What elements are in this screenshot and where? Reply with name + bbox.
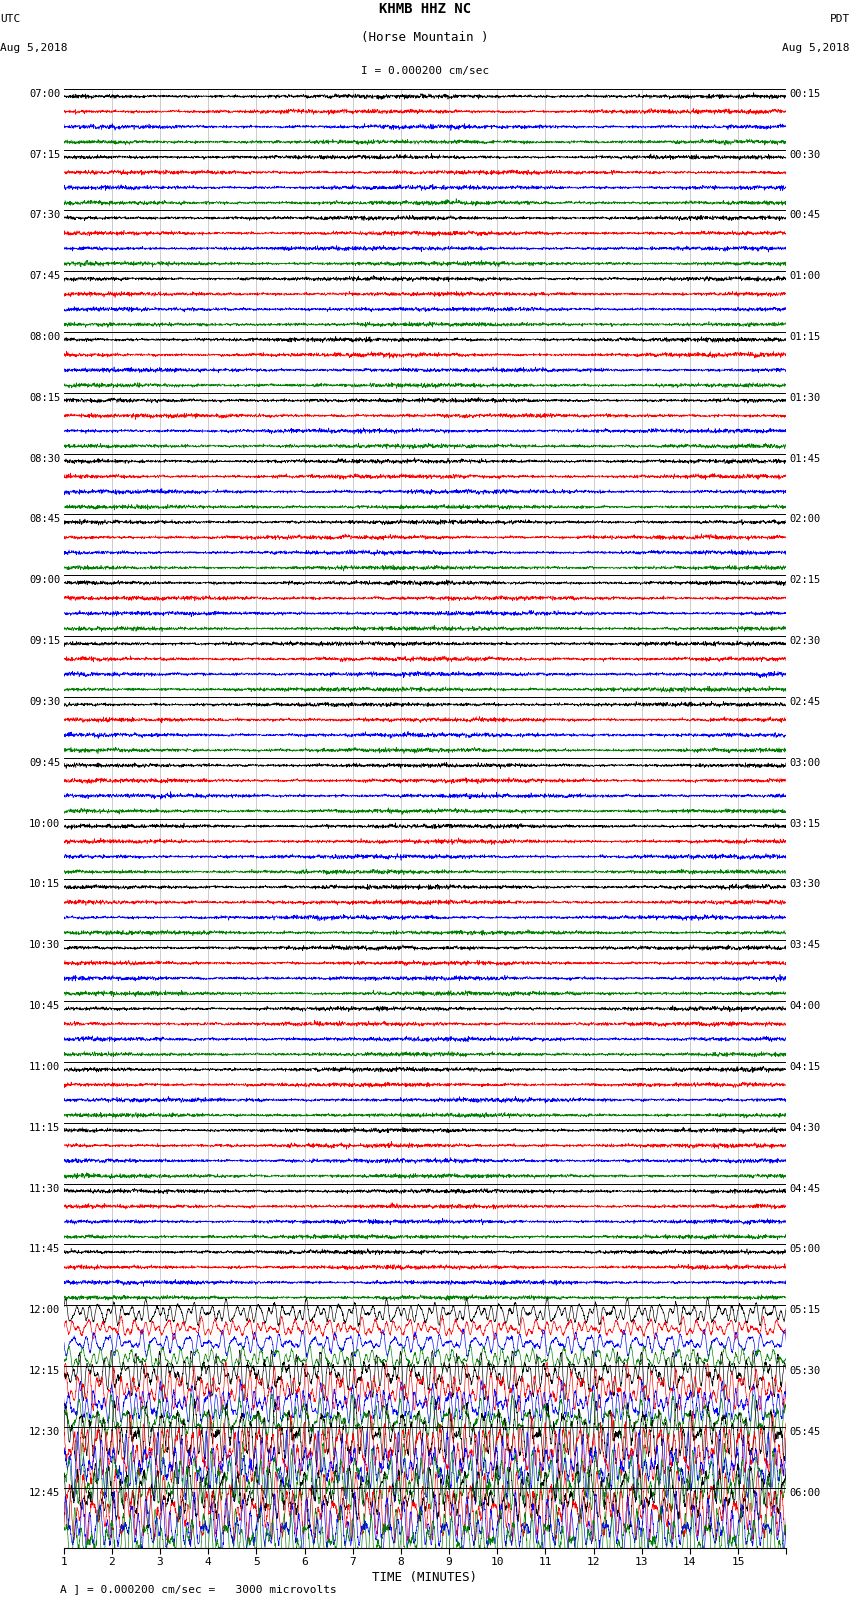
Text: 00:45: 00:45 [790,210,821,221]
Text: 06:00: 06:00 [790,1487,821,1497]
Text: 09:45: 09:45 [29,758,60,768]
Text: 07:15: 07:15 [29,150,60,160]
Text: 12:00: 12:00 [29,1305,60,1315]
Text: 10:00: 10:00 [29,819,60,829]
Text: 10:15: 10:15 [29,879,60,889]
Text: 03:30: 03:30 [790,879,821,889]
Text: 02:15: 02:15 [790,576,821,586]
Text: 08:15: 08:15 [29,394,60,403]
Text: (Horse Mountain ): (Horse Mountain ) [361,31,489,44]
Text: 03:45: 03:45 [790,940,821,950]
Text: 02:30: 02:30 [790,636,821,647]
Text: 02:00: 02:00 [790,515,821,524]
Text: 04:15: 04:15 [790,1061,821,1073]
Text: 03:00: 03:00 [790,758,821,768]
Text: I = 0.000200 cm/sec: I = 0.000200 cm/sec [361,66,489,76]
Text: 05:30: 05:30 [790,1366,821,1376]
Text: 00:30: 00:30 [790,150,821,160]
Text: 12:45: 12:45 [29,1487,60,1497]
Text: KHMB HHZ NC: KHMB HHZ NC [379,2,471,16]
Text: 09:30: 09:30 [29,697,60,706]
Text: 11:30: 11:30 [29,1184,60,1194]
Text: 10:30: 10:30 [29,940,60,950]
Text: 01:30: 01:30 [790,394,821,403]
Text: 08:30: 08:30 [29,453,60,463]
Text: 11:00: 11:00 [29,1061,60,1073]
Text: 11:15: 11:15 [29,1123,60,1132]
Text: 01:45: 01:45 [790,453,821,463]
Text: 05:45: 05:45 [790,1428,821,1437]
Text: Aug 5,2018: Aug 5,2018 [783,44,850,53]
Text: 01:00: 01:00 [790,271,821,281]
Text: 11:45: 11:45 [29,1244,60,1255]
Text: 05:15: 05:15 [790,1305,821,1315]
Text: 04:00: 04:00 [790,1002,821,1011]
Text: 03:15: 03:15 [790,819,821,829]
Text: 01:15: 01:15 [790,332,821,342]
Text: UTC: UTC [0,15,20,24]
Text: 08:45: 08:45 [29,515,60,524]
X-axis label: TIME (MINUTES): TIME (MINUTES) [372,1571,478,1584]
Text: 04:30: 04:30 [790,1123,821,1132]
Text: 07:45: 07:45 [29,271,60,281]
Text: 02:45: 02:45 [790,697,821,706]
Text: 10:45: 10:45 [29,1002,60,1011]
Text: 09:15: 09:15 [29,636,60,647]
Text: A ] = 0.000200 cm/sec =   3000 microvolts: A ] = 0.000200 cm/sec = 3000 microvolts [60,1584,337,1594]
Text: 07:00: 07:00 [29,89,60,98]
Text: PDT: PDT [830,15,850,24]
Text: 04:45: 04:45 [790,1184,821,1194]
Text: 08:00: 08:00 [29,332,60,342]
Text: 00:15: 00:15 [790,89,821,98]
Text: Aug 5,2018: Aug 5,2018 [0,44,67,53]
Text: 09:00: 09:00 [29,576,60,586]
Text: 12:30: 12:30 [29,1428,60,1437]
Text: 07:30: 07:30 [29,210,60,221]
Text: 05:00: 05:00 [790,1244,821,1255]
Text: 12:15: 12:15 [29,1366,60,1376]
